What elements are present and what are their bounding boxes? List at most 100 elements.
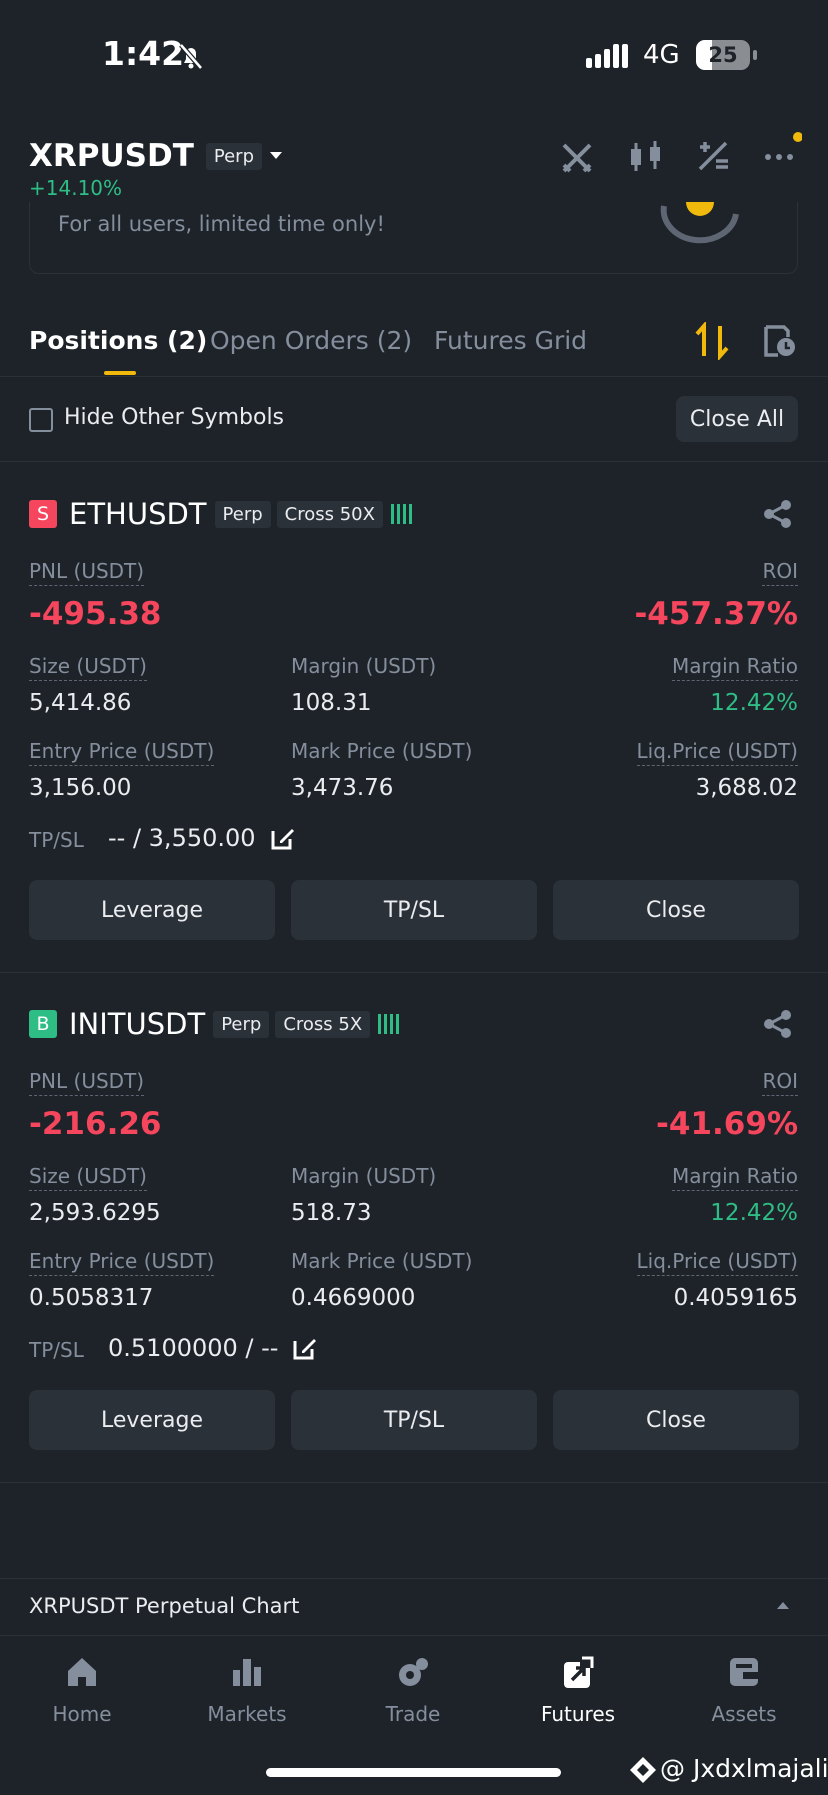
tpsl-label: TP/SL [29, 1338, 84, 1362]
battery-level: 25 [708, 43, 738, 67]
more-icon[interactable] [762, 130, 802, 170]
roi-value: -41.69% [656, 1106, 798, 1142]
battery: 25 [696, 40, 750, 70]
risk-bar [402, 504, 406, 524]
tpsl-row: 0.5100000 / -- [108, 1334, 318, 1362]
field-value: 3,156.00 [29, 775, 132, 801]
chart-icon[interactable] [628, 139, 664, 175]
watermark: @ Jxdxlmajali [660, 1754, 828, 1783]
action-button[interactable]: Leverage [29, 1390, 275, 1450]
nav-label[interactable]: Assets [711, 1702, 777, 1726]
tpsl-row: -- / 3,550.00 [108, 824, 296, 852]
battery-cap [753, 50, 757, 60]
margin-mode-badge[interactable]: Cross 5X [275, 1010, 371, 1038]
pnl-label: PNL (USDT) [29, 1069, 145, 1096]
field-label: Liq.Price (USDT) [636, 739, 798, 766]
risk-bar [384, 1014, 388, 1034]
expand-caret[interactable] [774, 1598, 792, 1612]
nav-label[interactable]: Futures [540, 1702, 616, 1726]
action-button[interactable]: Close [553, 880, 799, 940]
edit-icon[interactable] [292, 1335, 318, 1361]
field-label: Mark Price (USDT) [291, 739, 473, 763]
filter-label: Hide Other Symbols [64, 405, 285, 430]
price-change: +14.10% [29, 176, 123, 200]
nav-label[interactable]: Home [52, 1702, 112, 1726]
risk-bar [390, 1014, 394, 1034]
field-label: Margin Ratio [671, 1164, 798, 1191]
risk-bar [390, 504, 394, 524]
roi-label: ROI [762, 1069, 798, 1096]
field-label: Size (USDT) [29, 654, 147, 681]
nav-icon[interactable] [229, 1654, 265, 1690]
checkbox[interactable] [29, 408, 53, 432]
card-header: S ETHUSDT Perp Cross 50X [29, 496, 412, 532]
tab-indicator [104, 371, 136, 375]
pnl-value: -495.38 [29, 596, 162, 632]
nav-divider [0, 1635, 828, 1636]
roi-label: ROI [762, 559, 798, 586]
position-symbol[interactable]: ETHUSDT [69, 497, 207, 531]
close-all-button[interactable]: Close All [676, 396, 798, 442]
action-button[interactable]: Leverage [29, 880, 275, 940]
field-label: Entry Price (USDT) [29, 739, 215, 766]
history-icon[interactable] [762, 323, 798, 359]
tpsl-value: 0.5100000 / -- [108, 1334, 279, 1362]
field-label: Margin (USDT) [291, 1164, 437, 1188]
tab[interactable]: Futures Grid [434, 326, 588, 355]
card-header: B INITUSDT Perp Cross 5X [29, 1006, 400, 1042]
field-label: Mark Price (USDT) [291, 1249, 473, 1273]
action-button[interactable]: TP/SL [291, 880, 537, 940]
divider [0, 376, 828, 377]
divider [0, 972, 828, 973]
tab[interactable]: Open Orders (2) [210, 326, 413, 355]
chart-bar-label[interactable]: XRPUSDT Perpetual Chart [29, 1594, 300, 1618]
signal-icon [586, 44, 628, 68]
divider [0, 1482, 828, 1483]
watermark-logo [630, 1757, 656, 1783]
tpsl-value: -- / 3,550.00 [108, 824, 256, 852]
action-button[interactable]: Close [553, 1390, 799, 1450]
divider [0, 1578, 828, 1579]
symbol-badge: Perp [205, 142, 262, 170]
side-badge: S [29, 500, 57, 528]
type-badge: Perp [214, 500, 271, 528]
banner-text: For all users, limited time only! [58, 212, 385, 236]
action-button[interactable]: TP/SL [291, 1390, 537, 1450]
home-indicator [266, 1768, 561, 1777]
nav-icon[interactable] [64, 1654, 100, 1690]
risk-bars [378, 1014, 400, 1034]
field-value: 2,593.6295 [29, 1200, 161, 1226]
tab[interactable]: Positions (2) [29, 326, 208, 355]
share-icon[interactable] [762, 498, 794, 530]
field-label: Size (USDT) [29, 1164, 147, 1191]
battle-icon[interactable] [560, 141, 594, 175]
field-value: 0.4059165 [673, 1285, 798, 1311]
symbol: XRPUSDT [29, 138, 194, 174]
field-label: Entry Price (USDT) [29, 1249, 215, 1276]
position-symbol[interactable]: INITUSDT [69, 1007, 206, 1041]
edit-icon[interactable] [270, 825, 296, 851]
margin-mode-badge[interactable]: Cross 50X [276, 500, 383, 528]
nav-icon[interactable] [726, 1654, 762, 1690]
field-value: 0.5058317 [29, 1285, 154, 1311]
share-icon[interactable] [762, 1008, 794, 1040]
dropdown-caret [270, 152, 282, 159]
network-label: 4G [643, 40, 680, 70]
nav-label[interactable]: Markets [207, 1702, 287, 1726]
field-label: Liq.Price (USDT) [636, 1249, 798, 1276]
field-value: 3,473.76 [291, 775, 394, 801]
nav-label[interactable]: Trade [385, 1702, 441, 1726]
symbol-selector[interactable]: XRPUSDT Perp [29, 138, 290, 174]
sort-icon[interactable] [694, 322, 730, 360]
field-value: 5,414.86 [29, 690, 132, 716]
field-value: 12.42% [710, 690, 798, 716]
calculator-icon[interactable] [696, 139, 732, 175]
roi-value: -457.37% [634, 596, 798, 632]
side-badge: B [29, 1010, 57, 1038]
field-value: 3,688.02 [695, 775, 798, 801]
nav-icon[interactable] [395, 1654, 431, 1690]
type-badge: Perp [213, 1010, 270, 1038]
tpsl-label: TP/SL [29, 828, 84, 852]
nav-icon[interactable] [560, 1654, 596, 1690]
